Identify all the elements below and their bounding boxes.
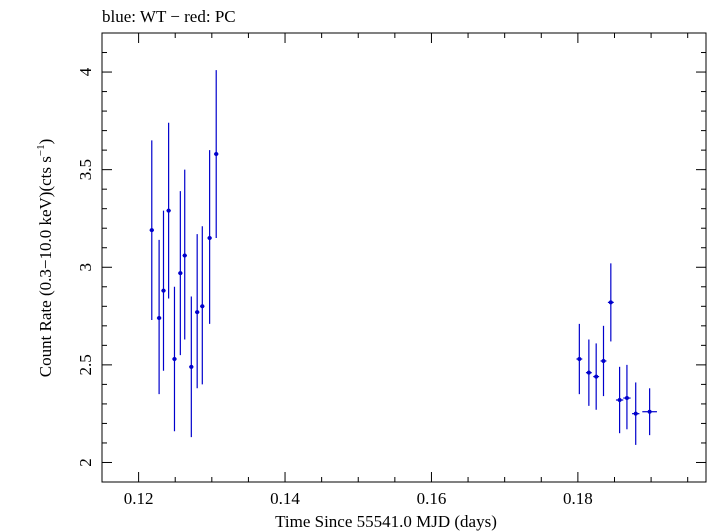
y-tick-label: 2.5 [76,354,95,375]
point-marker [207,235,212,240]
data-point [178,191,183,356]
data-point [172,286,177,432]
point-marker [586,370,591,375]
data-point [189,296,194,438]
point-marker [214,152,219,157]
point-marker [195,310,200,315]
point-marker [594,374,599,379]
x-tick-label: 0.12 [124,489,154,508]
point-marker [189,364,194,369]
y-tick-label: 3 [76,263,95,272]
point-marker [172,357,177,362]
y-axis-label: Count Rate (0.3−10.0 keV)(cts s−1) [35,139,55,378]
data-point [632,382,640,445]
y-tick-label: 3.5 [76,159,95,180]
x-axis-label: Time Since 55541.0 MJD (days) [275,512,497,531]
data-point [207,150,212,324]
data-point [642,388,657,436]
chart-title: blue: WT − red: PC [102,7,236,26]
data-point [149,140,154,320]
point-marker [166,208,171,213]
point-marker [624,396,629,401]
data-point [623,364,631,430]
point-marker [161,288,166,293]
y-axis-label-main: Count Rate (0.3−10.0 keV)(cts s [36,156,55,377]
data-point [214,70,219,238]
plot-frame [101,32,707,483]
x-tick-label: 0.16 [417,489,447,508]
data-point [156,239,162,395]
point-marker [601,358,606,363]
y-axis-label-close: ) [36,139,55,145]
x-tick-label: 0.14 [270,489,300,508]
point-marker [617,398,622,403]
y-axis-label-superscript: −1 [35,144,47,156]
data-point [600,325,607,397]
axis-tick-labels: 0.12 0.14 0.16 0.18 2 2.5 3 3.5 4 [76,67,593,508]
data-point [166,122,171,299]
data-point [615,366,624,434]
data-point [585,339,592,406]
axis-ticks [101,32,706,483]
point-marker [577,357,582,362]
point-marker [200,304,205,309]
data-point [200,226,205,385]
data-point [593,343,600,410]
data-point [182,169,187,340]
point-marker [182,253,187,258]
data-point [194,234,200,389]
x-tick-label: 0.18 [563,489,593,508]
point-marker [608,300,613,305]
data-points [149,70,657,445]
y-tick-label: 4 [76,67,95,76]
point-marker [633,411,638,416]
y-tick-label: 2 [76,458,95,467]
point-marker [647,409,652,414]
point-marker [149,228,154,233]
point-marker [157,316,162,321]
point-marker [178,271,183,276]
data-point [576,323,583,395]
data-point [607,263,614,342]
data-point [161,210,166,371]
